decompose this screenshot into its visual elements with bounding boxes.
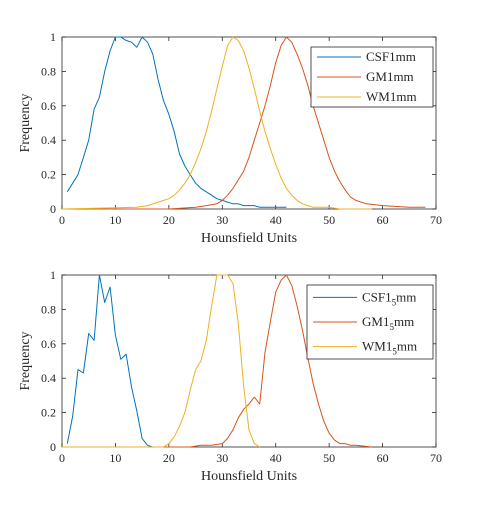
y-axis-label: Frequency	[18, 93, 33, 152]
y-tick-label: 0.2	[41, 168, 56, 182]
x-axis-label: Hounsfield Units	[201, 469, 297, 484]
series-line-3	[61, 36, 372, 210]
legend-entry-1: CSF15mm	[362, 289, 416, 307]
y-tick-label: 0.6	[41, 337, 56, 351]
y-tick-label: 1	[50, 30, 56, 44]
y-tick-label: 0.8	[41, 64, 56, 78]
y-tick-label: 0.6	[41, 99, 56, 113]
legend-entry-2: GM15mm	[362, 314, 414, 332]
legend-entry-2: GM1mm	[366, 69, 414, 84]
y-tick-label: 0.8	[41, 302, 56, 316]
y-tick-label: 0	[50, 202, 56, 216]
x-tick-label: 50	[323, 213, 335, 227]
x-axis-label: Hounsfield Units	[201, 231, 297, 246]
x-tick-label: 10	[109, 451, 121, 465]
legend-entry-name: WM1	[362, 339, 392, 354]
x-tick-label: 70	[430, 213, 442, 227]
legend-entry-name: GM1mm	[366, 69, 414, 84]
x-tick-label: 40	[270, 213, 282, 227]
legend-entry-name: CSF1	[362, 289, 392, 304]
x-tick-label: 40	[270, 451, 282, 465]
y-tick-label: 0.2	[41, 406, 56, 420]
legend-entry-suffix: mm	[394, 314, 414, 329]
legend-entry-1: CSF1mm	[366, 49, 416, 64]
legend-entry-suffix: mm	[396, 289, 416, 304]
x-tick-label: 60	[377, 451, 389, 465]
x-tick-label: 30	[216, 451, 228, 465]
series-line-2	[62, 274, 372, 448]
legend-entry-subscript: 5	[392, 347, 397, 357]
series-line-1	[66, 274, 153, 448]
x-tick-label: 60	[377, 213, 389, 227]
chart-panel-bottom: 0 10 20 30 40 50 60 70 0 0.2 0.4 0.6 0.8 1 Hounsfield …	[18, 268, 442, 484]
x-tick-label: 20	[163, 213, 175, 227]
x-tick-label: 30	[216, 213, 228, 227]
plot-area-frame	[61, 36, 437, 210]
chart-panel-top: 0 10 20 30 40 50 60 70 0 0.2 0.4 0.6 0.8 1 Hounsfield …	[18, 30, 442, 246]
legend-entry-subscript: 5	[392, 297, 397, 307]
y-tick-label: 0	[50, 440, 56, 454]
legend-entry-name: WM1mm	[366, 89, 417, 104]
y-tick-label: 1	[50, 268, 56, 282]
series-line-2	[62, 36, 426, 210]
x-tick-label: 0	[59, 213, 65, 227]
y-tick-label: 0.4	[41, 133, 56, 147]
y-axis-label: Frequency	[18, 331, 33, 390]
legend-entry-name: GM1	[362, 314, 389, 329]
series-line-3	[62, 274, 260, 448]
legend-entry-subscript: 5	[389, 322, 394, 332]
x-tick-label: 10	[109, 213, 121, 227]
legend-entry-3: WM15mm	[362, 339, 417, 357]
plot-area-frame	[61, 274, 437, 448]
x-tick-label: 50	[323, 451, 335, 465]
series-line-1	[66, 36, 287, 208]
legend: CSF1mm GM1mm WM1mm	[310, 46, 434, 108]
x-tick-label: 0	[59, 451, 65, 465]
legend-entry-name: CSF1mm	[366, 49, 416, 64]
legend-entry-suffix: mm	[397, 339, 417, 354]
legend-entry-3: WM1mm	[366, 89, 417, 104]
x-tick-label: 20	[163, 451, 175, 465]
y-tick-label: 0.4	[41, 371, 56, 385]
x-tick-label: 70	[430, 451, 442, 465]
